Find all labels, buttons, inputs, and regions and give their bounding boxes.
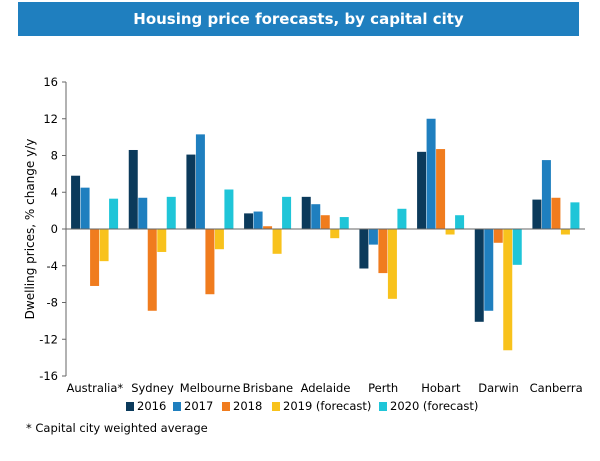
bar-canberra-2020forecast: [570, 202, 580, 229]
bar-adelaide-2019forecast: [330, 229, 340, 239]
bar-perth-2018: [378, 229, 388, 274]
bar-canberra-2017: [541, 160, 551, 229]
bar-sydney-2016: [128, 149, 138, 229]
bar-perth-2016: [359, 229, 369, 269]
x-tick-label: Sydney: [131, 381, 174, 395]
x-tick-label: Canberra: [530, 381, 583, 395]
footnote: * Capital city weighted average: [26, 421, 208, 435]
bar-australia-2020forecast: [109, 198, 119, 229]
chart-title: Housing price forecasts, by capital city: [18, 2, 579, 36]
y-axis-label: Dwelling prices, % change y/y: [23, 139, 37, 320]
bar-perth-2017: [368, 229, 378, 245]
bar-darwin-2016: [474, 229, 484, 322]
bar-canberra-2019forecast: [560, 229, 570, 235]
bar-sydney-2017: [138, 197, 148, 229]
x-tick-label: Adelaide: [301, 381, 351, 395]
y-tick-label: -8: [47, 296, 58, 310]
y-tick-label: 4: [51, 185, 58, 199]
bar-adelaide-2020forecast: [339, 217, 349, 229]
bar-hobart-2017: [426, 118, 436, 229]
bar-brisbane-2020forecast: [282, 196, 292, 229]
legend-swatch: [126, 402, 134, 411]
bar-canberra-2018: [551, 197, 561, 229]
bar-australia-2019forecast: [99, 229, 109, 262]
bar-australia-2017: [80, 187, 90, 229]
x-tick-label: Melbourne: [180, 381, 241, 395]
bar-melbourne-2020forecast: [224, 189, 234, 229]
bar-hobart-2018: [436, 149, 446, 229]
x-tick-label: Darwin: [478, 381, 519, 395]
y-tick-label: -16: [39, 369, 58, 383]
legend-label: 2019 (forecast): [283, 399, 371, 413]
bar-brisbane-2016: [244, 213, 254, 229]
bar-darwin-2020forecast: [512, 229, 522, 265]
x-tick-label: Hobart: [421, 381, 461, 395]
bar-hobart-2020forecast: [455, 215, 465, 229]
bar-melbourne-2016: [186, 154, 196, 229]
bar-australia-2016: [71, 175, 81, 229]
legend-swatch: [222, 402, 230, 411]
bar-adelaide-2016: [301, 196, 311, 229]
bar-canberra-2016: [532, 199, 542, 229]
bar-perth-2020forecast: [397, 208, 407, 229]
x-tick-label: Brisbane: [243, 381, 294, 395]
legend-label: 2017: [184, 399, 213, 413]
legend-swatch: [272, 402, 280, 411]
y-tick-label: 0: [51, 222, 58, 236]
bar-hobart-2019forecast: [445, 229, 455, 235]
bar-sydney-2018: [147, 229, 157, 311]
y-tick-label: 16: [43, 75, 58, 89]
bar-darwin-2018: [493, 229, 503, 243]
bar-sydney-2020forecast: [166, 196, 176, 229]
bar-darwin-2017: [484, 229, 494, 311]
bar-sydney-2019forecast: [157, 229, 167, 252]
bar-perth-2019forecast: [387, 229, 397, 299]
bar-melbourne-2017: [195, 134, 205, 229]
legend-label: 2020 (forecast): [390, 399, 478, 413]
legend-swatch: [379, 402, 387, 411]
legend-label: 2018: [233, 399, 262, 413]
x-tick-label: Perth: [368, 381, 398, 395]
x-tick-label: Australia*: [67, 381, 124, 395]
bar-hobart-2016: [417, 151, 427, 229]
bar-australia-2018: [90, 229, 100, 286]
legend-label: 2016: [137, 399, 166, 413]
y-tick-label: 12: [43, 112, 58, 126]
bar-brisbane-2018: [263, 226, 273, 229]
bar-brisbane-2019forecast: [272, 229, 282, 254]
bar-melbourne-2019forecast: [214, 229, 224, 250]
legend-swatch: [173, 402, 181, 411]
bar-melbourne-2018: [205, 229, 215, 295]
bar-adelaide-2017: [311, 204, 321, 229]
y-tick-label: -4: [47, 259, 58, 273]
bar-darwin-2019forecast: [503, 229, 513, 351]
y-tick-label: -12: [39, 332, 58, 346]
bar-adelaide-2018: [320, 215, 330, 229]
y-tick-label: 8: [51, 149, 58, 163]
bar-brisbane-2017: [253, 211, 263, 229]
